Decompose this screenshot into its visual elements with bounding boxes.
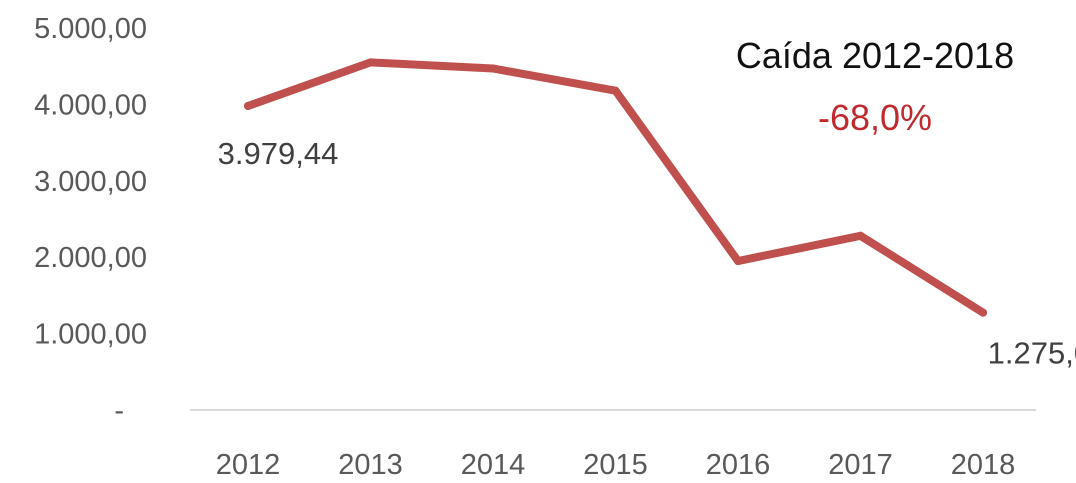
y-tick-label: 3.000,00 — [34, 166, 147, 198]
y-tick-label: 5.000,00 — [34, 13, 147, 45]
x-axis-ticks: 2012 2013 2014 2015 2016 2017 2018 — [216, 449, 1016, 481]
data-point — [734, 257, 742, 266]
data-point — [856, 231, 865, 240]
y-axis-ticks: - 1.000,00 2.000,00 3.000,00 4.000,00 5.000,0… — [34, 13, 147, 427]
x-tick-label: 2015 — [583, 449, 648, 481]
x-tick-label: 2017 — [828, 449, 893, 481]
y-tick-label: 1.000,00 — [34, 319, 147, 351]
data-point — [366, 58, 375, 67]
data-point — [611, 86, 620, 95]
data-label: 1.275,04 — [988, 336, 1076, 371]
data-point — [489, 64, 497, 73]
y-tick-label: 4.000,00 — [34, 89, 147, 121]
y-tick-label: 2.000,00 — [34, 242, 147, 274]
x-tick-label: 2013 — [338, 449, 403, 481]
data-label: 3.979,44 — [218, 136, 339, 171]
x-tick-label: 2014 — [461, 449, 526, 481]
data-point — [244, 101, 252, 110]
y-tick-label: - — [114, 395, 124, 427]
data-labels: 3.979,44 1.275,04 — [218, 136, 1076, 371]
x-tick-label: 2018 — [951, 449, 1016, 481]
x-tick-label: 2016 — [706, 449, 771, 481]
x-tick-label: 2012 — [216, 449, 281, 481]
annotation-title: Caída 2012-2018 — [736, 35, 1014, 76]
data-point — [979, 308, 987, 317]
annotation-value: -68,0% — [818, 97, 932, 138]
series-group — [244, 58, 987, 317]
